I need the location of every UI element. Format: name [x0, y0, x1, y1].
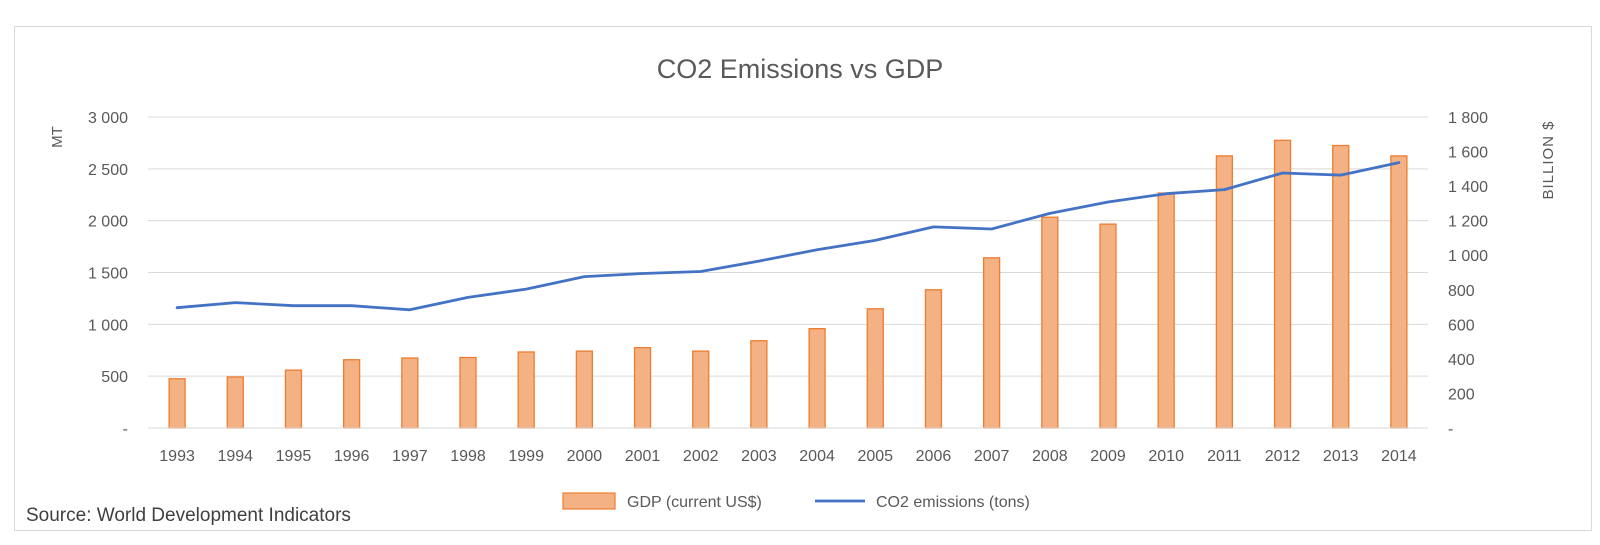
- x-tick-label: 2002: [683, 448, 719, 465]
- chart-title: CO2 Emissions vs GDP: [657, 54, 944, 84]
- y2-tick-label: -: [1448, 421, 1453, 438]
- x-tick-label: 2005: [857, 448, 893, 465]
- legend-gdp-label: GDP (current US$): [627, 494, 762, 511]
- y2-tick-label: 1 800: [1448, 110, 1488, 127]
- x-tick-label: 2014: [1381, 448, 1417, 465]
- y2-tick-label: 800: [1448, 283, 1475, 300]
- y-axis-title: MT: [49, 126, 66, 148]
- y-tick-label: 1 000: [88, 317, 128, 334]
- gdp-bar-2003: [750, 340, 768, 429]
- gdp-bar-2009: [1099, 223, 1117, 429]
- x-tick-label: 2000: [567, 448, 603, 465]
- legend-co2-label: CO2 emissions (tons): [876, 494, 1030, 511]
- x-tick-label: 2010: [1148, 448, 1184, 465]
- y-tick-label: -: [123, 421, 128, 438]
- gdp-bar-2013: [1332, 144, 1350, 429]
- x-tick-label: 2008: [1032, 448, 1068, 465]
- gdp-bar-2010: [1157, 192, 1175, 429]
- y2-axis-title: BILLION $: [1540, 120, 1557, 199]
- gdp-bar-2006: [924, 289, 943, 429]
- y-tick-label: 3 000: [88, 110, 128, 127]
- x-tick-label: 2012: [1265, 448, 1301, 465]
- gdp-bar-2011: [1215, 155, 1234, 429]
- x-tick-label: 1994: [217, 448, 253, 465]
- gdp-bar-1997: [401, 357, 419, 429]
- legend-gdp-swatch: [562, 492, 616, 510]
- x-tick-label: 2003: [741, 448, 777, 465]
- y2-tick-label: 400: [1448, 352, 1475, 369]
- y2-tick-label: 200: [1448, 386, 1475, 403]
- gdp-bar-2004: [808, 328, 826, 429]
- gdp-bar-1996: [342, 359, 361, 429]
- gdp-bar-2007: [982, 257, 1001, 429]
- x-tick-label: 2006: [916, 448, 952, 465]
- gdp-bar-2012: [1273, 139, 1292, 429]
- source-note: Source: World Development Indicators: [26, 505, 351, 526]
- gdp-bar-2014: [1390, 155, 1408, 429]
- y2-tick-label: 1 400: [1448, 179, 1488, 196]
- x-tick-label: 2013: [1323, 448, 1359, 465]
- gdp-bar-2005: [866, 308, 884, 429]
- gdp-bar-2002: [692, 350, 710, 429]
- x-tick-label: 2009: [1090, 448, 1126, 465]
- gdp-bar-2001: [633, 347, 652, 429]
- y2-tick-label: 1 600: [1448, 145, 1488, 162]
- y-tick-label: 500: [101, 369, 128, 386]
- gdp-bar-2000: [575, 350, 594, 429]
- y2-tick-label: 1 200: [1448, 214, 1488, 231]
- gdp-bar-1993: [168, 378, 186, 429]
- x-tick-label: 2007: [974, 448, 1010, 465]
- x-tick-label: 1993: [159, 448, 195, 465]
- x-tick-label: 1999: [508, 448, 544, 465]
- x-tick-label: 2011: [1207, 448, 1242, 465]
- gdp-bar-1994: [226, 376, 244, 429]
- y-tick-label: 1 500: [88, 266, 128, 283]
- x-tick-label: 1995: [276, 448, 312, 465]
- gdp-bar-2008: [1041, 216, 1059, 429]
- y-tick-label: 2 500: [88, 162, 128, 179]
- x-tick-label: 2004: [799, 448, 835, 465]
- x-tick-label: 2001: [625, 448, 661, 465]
- gdp-bar-1999: [517, 351, 535, 429]
- gdp-bar-1995: [284, 369, 303, 429]
- y2-tick-label: 600: [1448, 317, 1475, 334]
- x-tick-label: 1997: [392, 448, 428, 465]
- co2-line: [175, 161, 1401, 312]
- y-tick-label: 2 000: [88, 214, 128, 231]
- x-tick-label: 1996: [334, 448, 370, 465]
- chart-frame: [14, 26, 1592, 531]
- y2-tick-label: 1 000: [1448, 248, 1488, 265]
- x-tick-label: 1998: [450, 448, 486, 465]
- gdp-bar-1998: [459, 356, 477, 429]
